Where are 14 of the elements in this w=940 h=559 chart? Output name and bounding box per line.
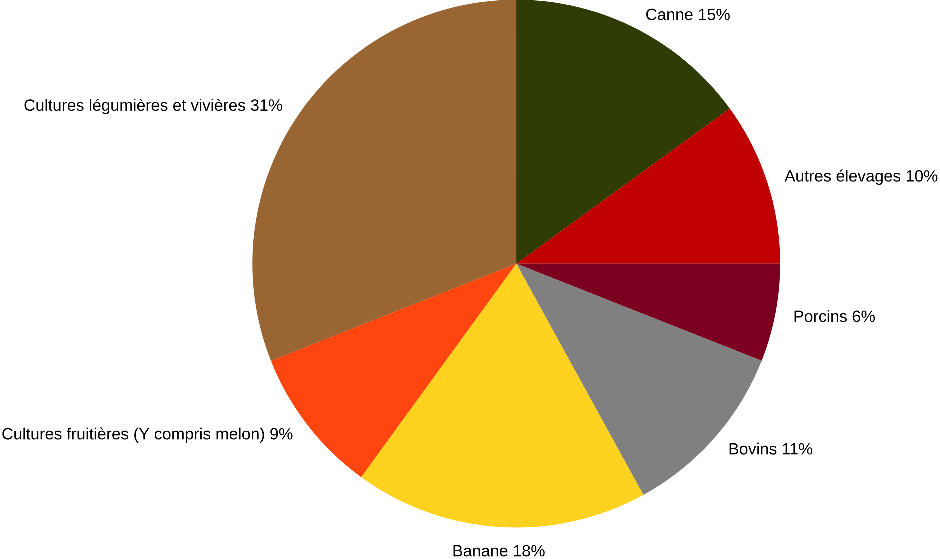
slice-label: Cultures fruitières (Y compris melon) (2, 428, 264, 444)
data-label: 11% (783, 444, 812, 455)
slice-label: Cultures légumières et vivières (24, 99, 246, 115)
data-label: 15% (699, 9, 730, 21)
data-label: 6% (852, 310, 876, 323)
data-label: 18% (514, 545, 545, 557)
data-label: 9% (270, 428, 293, 440)
slice-label: Banane (454, 546, 508, 557)
data-label: 31% (251, 100, 282, 112)
data-label: 10% (906, 170, 938, 182)
slice-label: Porcins (794, 310, 848, 323)
slice-label: Bovins (730, 443, 777, 456)
slice-label: Canne (646, 9, 693, 21)
slice-label: Autres élevages (784, 170, 901, 186)
